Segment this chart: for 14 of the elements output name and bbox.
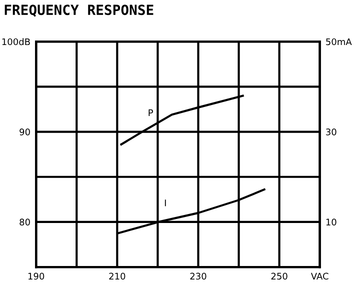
series-label: P <box>148 109 153 116</box>
x-tick-label: VAC <box>310 272 328 280</box>
y2-tick-label: 10 <box>326 218 336 226</box>
y2-tick-label: 30 <box>326 128 336 136</box>
y-tick-label: 80 <box>20 218 30 226</box>
chart-title: FREQUENCY RESPONSE <box>4 4 154 17</box>
y-tick-label: 90 <box>20 128 30 136</box>
series-label: I <box>164 200 166 206</box>
y2-tick-label: 50mA <box>326 38 352 46</box>
x-tick-label: 190 <box>28 272 44 280</box>
x-tick-label: 250 <box>271 272 288 280</box>
x-tick-label: 230 <box>190 272 206 280</box>
x-tick-label: 210 <box>109 272 126 280</box>
y-tick-label: 100dB <box>2 38 30 46</box>
